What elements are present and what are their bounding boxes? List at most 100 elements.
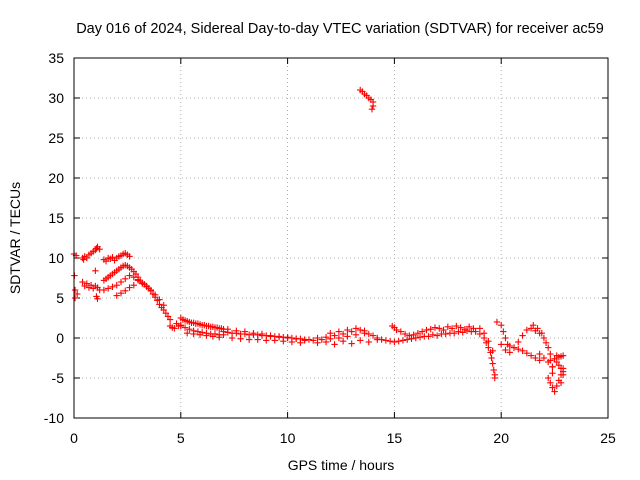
data-point <box>408 335 415 342</box>
data-point <box>488 354 495 362</box>
data-point <box>280 338 287 345</box>
data-point <box>228 334 236 342</box>
data-point <box>216 334 223 341</box>
data-point <box>348 328 355 335</box>
data-point <box>271 337 278 344</box>
data-point <box>126 284 133 291</box>
data-point <box>429 331 437 338</box>
data-point <box>250 330 257 337</box>
grid-lines <box>74 58 608 418</box>
data-point <box>117 290 125 297</box>
data-point <box>365 338 372 346</box>
data-point <box>196 331 204 338</box>
x-axis-label: GPS time / hours <box>288 457 395 473</box>
data-point <box>292 335 300 342</box>
y-tick-label: -5 <box>52 370 65 386</box>
data-point <box>418 328 426 335</box>
data-point <box>275 333 283 340</box>
data-point <box>126 253 133 260</box>
data-point <box>184 330 191 337</box>
tick-labels: 0 5 10 15 20 25 -10 -5 0 5 10 15 20 25 30 35 <box>44 50 616 446</box>
data-point <box>485 338 492 345</box>
data-point <box>544 374 552 382</box>
data-point <box>440 326 447 334</box>
data-point <box>139 280 146 287</box>
data-point <box>160 302 167 309</box>
data-point <box>314 339 321 346</box>
data-point <box>490 366 497 374</box>
y-tick-label: -10 <box>44 410 64 426</box>
data-point <box>361 327 368 334</box>
data-point <box>433 332 441 339</box>
data-point <box>339 330 347 338</box>
data-point <box>436 325 443 332</box>
data-point <box>448 325 456 332</box>
data-point <box>476 325 484 332</box>
data-point <box>500 328 507 335</box>
data-point <box>368 106 376 113</box>
data-point <box>331 341 338 348</box>
data-point <box>459 329 466 336</box>
data-point <box>237 335 244 342</box>
data-point <box>284 334 291 341</box>
data-point <box>534 325 541 332</box>
data-point <box>344 326 351 334</box>
data-point <box>310 337 317 344</box>
plot-frame <box>73 57 609 419</box>
data-point <box>416 334 424 341</box>
x-tick-label: 25 <box>600 430 616 446</box>
data-point <box>472 328 479 335</box>
data-point <box>502 346 509 354</box>
data-point <box>536 357 543 364</box>
data-point <box>166 316 174 323</box>
data-point <box>94 295 101 302</box>
data-point <box>357 337 364 344</box>
data-point <box>263 337 270 344</box>
data-point <box>557 379 565 386</box>
data-point <box>181 324 189 331</box>
data-point <box>233 327 240 334</box>
data-point <box>502 334 509 342</box>
data-point <box>491 374 498 382</box>
data-point <box>549 384 556 391</box>
data-point <box>446 330 454 337</box>
data-point <box>549 363 556 370</box>
data-point <box>71 294 79 302</box>
data-point <box>151 291 159 298</box>
data-point <box>93 245 100 252</box>
data-point <box>510 344 518 351</box>
data-point <box>117 278 125 286</box>
x-tick-label: 0 <box>70 430 78 446</box>
data-point <box>506 349 513 356</box>
data-point <box>318 336 325 343</box>
data-point <box>382 337 390 344</box>
data-point <box>335 328 343 335</box>
data-point <box>465 323 473 330</box>
data-point <box>122 287 129 294</box>
data-point <box>438 330 445 338</box>
data-point <box>369 102 377 110</box>
data-point <box>331 332 338 339</box>
data-point <box>532 354 539 362</box>
data-point <box>220 328 227 335</box>
data-point <box>386 338 394 345</box>
chart-title: Day 016 of 2024, Sidereal Day-to-day VTE… <box>76 21 604 37</box>
data-point <box>96 246 103 253</box>
data-point <box>412 334 419 342</box>
data-point <box>171 325 178 332</box>
data-point <box>498 341 505 348</box>
data-point <box>559 352 567 359</box>
data-point <box>254 336 261 343</box>
data-point <box>113 292 120 299</box>
data-point <box>542 339 550 346</box>
data-point <box>322 338 330 346</box>
data-point <box>241 328 249 335</box>
data-point <box>130 282 138 289</box>
data-point <box>365 330 372 338</box>
y-tick-label: 30 <box>48 90 64 106</box>
y-tick-label: 35 <box>48 50 64 66</box>
data-point <box>344 333 351 340</box>
data-point <box>80 256 87 263</box>
y-tick-label: 10 <box>48 250 64 266</box>
